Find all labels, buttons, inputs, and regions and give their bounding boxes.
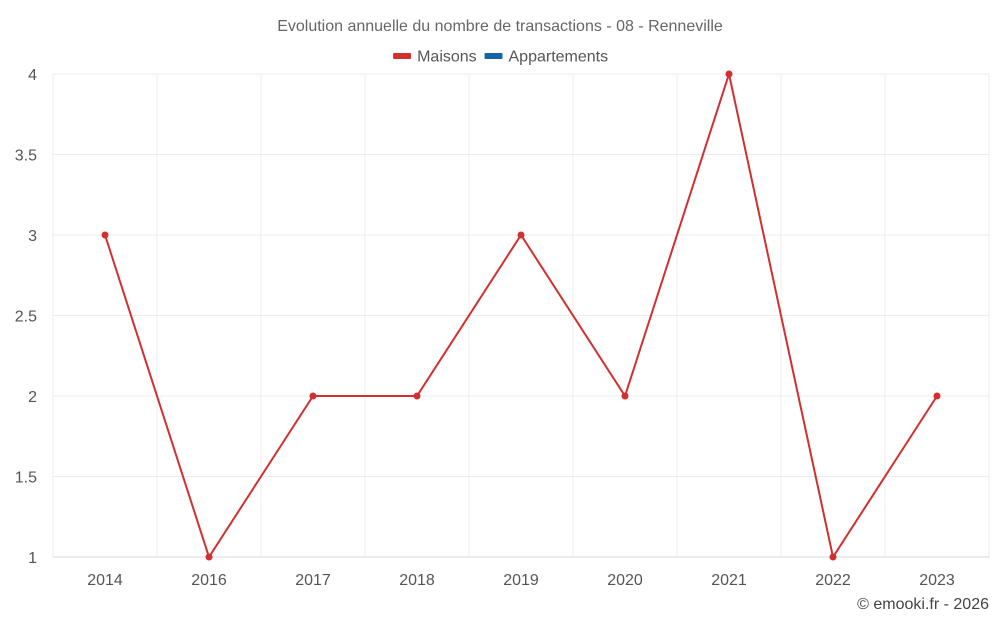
x-tick-label: 2018	[399, 572, 435, 589]
chart-title: Evolution annuelle du nombre de transact…	[277, 18, 723, 35]
x-tick-label: 2023	[919, 572, 955, 589]
data-point[interactable]	[517, 231, 525, 239]
y-axis: 1 1.5 2 2.5 3 3.5 4	[15, 67, 37, 567]
data-point[interactable]	[621, 392, 629, 400]
data-point[interactable]	[101, 231, 109, 239]
data-point[interactable]	[829, 553, 837, 561]
x-tick-label: 2016	[191, 572, 227, 589]
data-point[interactable]	[933, 392, 941, 400]
x-tick-label: 2019	[503, 572, 539, 589]
x-axis: 2014 2016 2017 2018 2019 2020 2021 2022 2023	[53, 556, 990, 589]
y-tick-label: 1.5	[15, 470, 37, 487]
x-tick-label: 2021	[711, 572, 747, 589]
data-point[interactable]	[205, 553, 213, 561]
chart-credit: © emooki.fr - 2026	[857, 596, 989, 613]
y-tick-label: 4	[28, 67, 37, 84]
legend-item-maisons[interactable]: Maisons	[393, 49, 477, 66]
y-tick-label: 2.5	[15, 309, 37, 326]
x-tick-label: 2020	[607, 572, 643, 589]
legend-label: Appartements	[509, 49, 609, 66]
legend-swatch	[484, 53, 503, 59]
chart-legend: Maisons Appartements	[393, 49, 608, 66]
chart-grid	[52, 73, 990, 557]
y-tick-label: 1	[28, 550, 37, 567]
x-tick-label: 2022	[815, 572, 851, 589]
y-tick-label: 3.5	[15, 148, 37, 165]
y-tick-label: 2	[28, 389, 37, 406]
legend-label: Maisons	[417, 49, 477, 66]
data-point[interactable]	[413, 392, 421, 400]
x-tick-label: 2017	[295, 572, 331, 589]
x-tick-label: 2014	[87, 572, 123, 589]
data-point[interactable]	[725, 70, 733, 78]
y-tick-label: 3	[28, 228, 37, 245]
legend-item-appartements[interactable]: Appartements	[484, 49, 609, 66]
legend-swatch	[393, 53, 412, 59]
chart-series	[101, 70, 941, 561]
data-point[interactable]	[309, 392, 317, 400]
